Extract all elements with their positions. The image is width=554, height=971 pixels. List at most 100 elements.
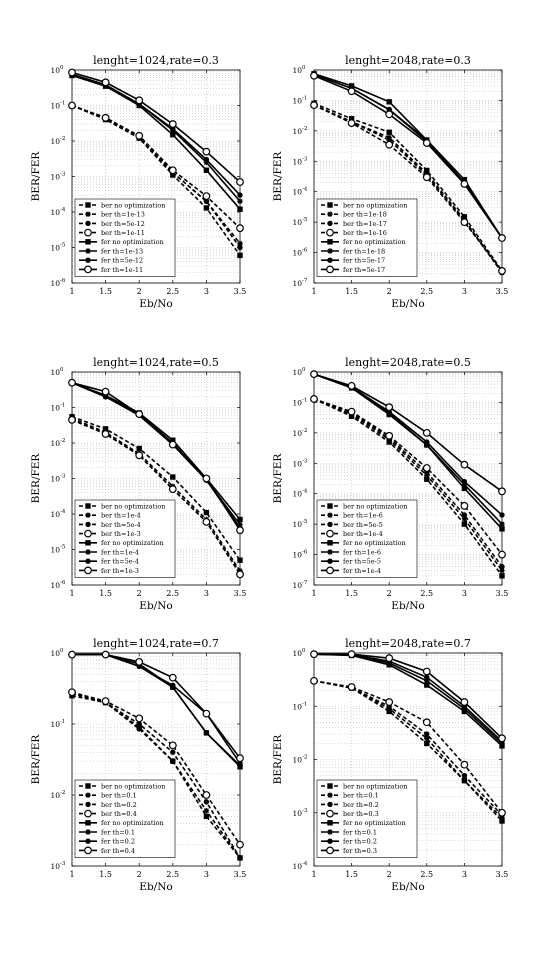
y-tick-label: 10: [50, 208, 60, 217]
legend-entry: fer th=5e-12: [101, 257, 143, 265]
data-point: [461, 478, 468, 485]
y-axis-label: BER/FER: [272, 151, 284, 202]
legend-marker: [85, 540, 91, 546]
data-point: [498, 550, 506, 559]
y-tick-label: 10: [292, 551, 302, 560]
legend-entry: fer th=1e-4: [343, 567, 381, 575]
data-point: [236, 840, 244, 849]
x-tick-label: 2: [137, 870, 142, 879]
legend-box: [316, 198, 418, 277]
series-4: [68, 415, 244, 579]
y-tick-label: 10: [50, 581, 60, 590]
x-tick-label: 3: [204, 287, 209, 296]
data-point: [168, 485, 177, 494]
x-tick-label: 2.5: [166, 870, 179, 879]
data-point: [385, 431, 394, 440]
x-tick-label: 3.5: [496, 870, 509, 879]
legend-box: [74, 198, 176, 277]
data-point: [461, 521, 468, 527]
data-point: [236, 570, 244, 579]
legend-entry: ber th=0.1: [343, 792, 379, 800]
x-tick-label: 3: [462, 287, 467, 296]
data-point: [237, 244, 243, 251]
y-tick-label: 10: [292, 66, 302, 75]
y-tick-exponent: -2: [60, 790, 65, 796]
x-tick-label: 1: [69, 589, 74, 598]
y-tick-exponent: -6: [302, 248, 308, 254]
data-point: [168, 741, 177, 750]
y-tick-label: 10: [292, 520, 302, 529]
x-tick-label: 2: [387, 287, 392, 296]
chart-title: lenght=1024,rate=0.3: [93, 54, 219, 67]
legend-entry: fer th=0.4: [101, 847, 135, 855]
x-tick-label: 1.5: [99, 870, 112, 879]
legend-entry: ber no optimization: [343, 201, 407, 209]
y-tick-exponent: -7: [302, 580, 308, 586]
series-8: [310, 71, 506, 242]
data-point: [101, 387, 110, 396]
data-point: [202, 192, 211, 201]
data-point: [461, 516, 468, 522]
y-tick-label: 10: [292, 157, 302, 166]
series-4: [68, 688, 244, 849]
legend-marker: [84, 228, 92, 237]
legend-entry: ber th=1e-16: [343, 229, 387, 237]
legend-marker: [85, 211, 91, 217]
legend-entry: ber th=1e-3: [101, 530, 141, 538]
y-tick-exponent: -3: [302, 808, 308, 814]
chart-title: lenght=1024,rate=0.5: [93, 356, 219, 369]
plot-frame: [313, 371, 503, 586]
data-point: [203, 799, 210, 805]
legend-marker: [327, 521, 333, 528]
legend-marker: [85, 838, 91, 844]
series-line: [313, 373, 503, 516]
data-point: [424, 735, 430, 742]
y-tick-exponent: -1: [302, 397, 307, 403]
legend-entry: fer th=1e-11: [101, 266, 143, 274]
y-tick-label: 10: [292, 218, 302, 227]
data-point: [203, 167, 210, 173]
legend-entry: fer th=1e-4: [101, 548, 139, 556]
x-tick-label: 3.5: [234, 870, 247, 879]
legend-entry: ber no optimization: [101, 782, 165, 790]
series-line: [71, 419, 241, 575]
data-point: [499, 526, 505, 532]
data-point: [498, 808, 506, 817]
data-point: [385, 654, 394, 663]
series-line: [71, 691, 241, 846]
legend-entry: fer no optimization: [343, 238, 406, 246]
x-axis-label: Eb/No: [139, 298, 172, 310]
data-point: [499, 521, 505, 527]
series-line: [71, 73, 241, 196]
data-point: [422, 173, 431, 182]
y-tick-exponent: -4: [302, 861, 308, 867]
legend-entry: ber th=0.1: [101, 792, 137, 800]
legend-entry: ber th=1e-4: [343, 530, 383, 538]
y-tick-exponent: -5: [60, 545, 66, 551]
data-point: [460, 501, 469, 510]
data-point: [461, 214, 468, 220]
data-point: [385, 698, 394, 706]
data-point: [237, 557, 243, 563]
data-point: [424, 442, 430, 448]
series-line: [313, 680, 503, 814]
data-point: [170, 437, 176, 443]
y-tick-exponent: -3: [302, 156, 308, 162]
data-point: [348, 116, 355, 122]
y-axis-label: BER/FER: [30, 734, 42, 785]
series-4: [310, 395, 506, 559]
y-tick-exponent: -2: [60, 438, 65, 444]
legend-marker: [85, 829, 91, 835]
legend-marker: [84, 529, 92, 538]
series-line: [71, 104, 241, 229]
x-axis-label: Eb/No: [391, 600, 424, 612]
y-tick-label: 10: [50, 404, 60, 413]
series-4: [68, 101, 244, 233]
data-point: [498, 266, 506, 275]
legend-marker: [326, 566, 334, 575]
series-line: [313, 398, 503, 577]
data-point: [135, 131, 144, 140]
series-line: [71, 74, 241, 210]
data-point: [460, 180, 469, 188]
